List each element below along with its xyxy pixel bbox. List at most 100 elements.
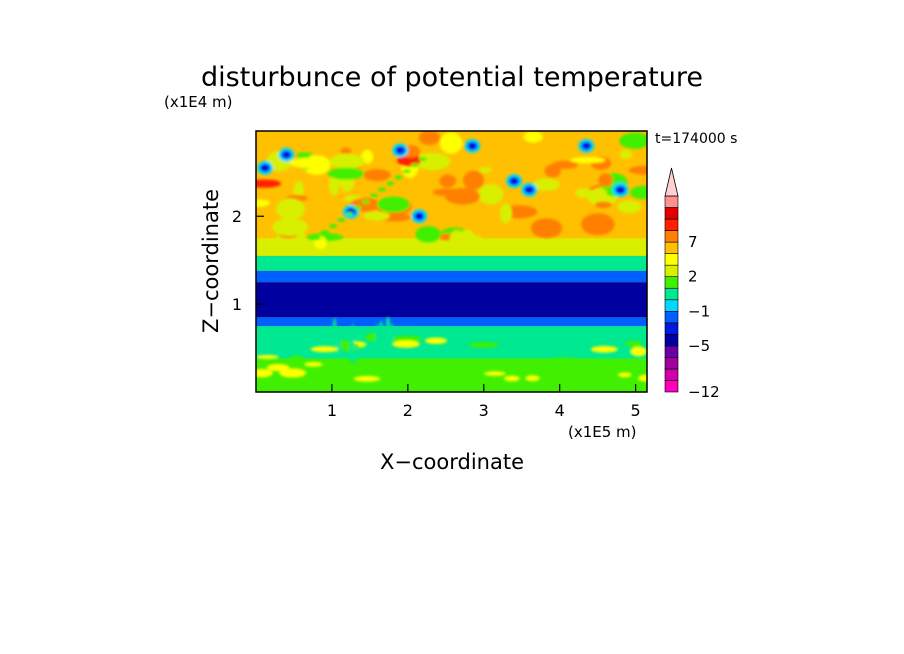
contour-blob <box>467 141 478 150</box>
x-scale-label: (x1E5 m) <box>568 423 637 441</box>
contour-blob <box>395 146 406 155</box>
contour-blob <box>266 363 290 372</box>
colorbar-box <box>664 299 679 312</box>
contour-blob <box>336 335 341 355</box>
contour-blob <box>509 177 520 186</box>
colorbar-tick-label: 2 <box>688 268 698 286</box>
contour-blob <box>391 340 420 348</box>
contour-blob <box>630 185 647 200</box>
contour-band <box>256 282 647 318</box>
contour-band <box>256 326 647 359</box>
contour-blob <box>415 226 441 243</box>
contour-blob <box>418 131 441 146</box>
contour-blob <box>289 355 304 363</box>
chart-title: disturbunce of potential temperature <box>201 62 703 93</box>
contour-blob <box>619 149 633 160</box>
contour-blob <box>439 174 457 188</box>
colorbar-box <box>664 357 679 370</box>
colorbar-tick-label: −12 <box>688 383 720 401</box>
contour-blob <box>533 178 561 191</box>
y-axis-label: Z−coordinate <box>199 189 223 333</box>
contour-blob <box>432 188 461 197</box>
contour-blob <box>345 211 354 216</box>
contour-blob <box>523 131 543 143</box>
contour-blob <box>353 375 381 382</box>
contour-blob <box>304 362 323 367</box>
contour-blob <box>419 157 428 162</box>
contour-blob <box>436 373 463 382</box>
contour-blob <box>392 335 422 343</box>
contour-blob <box>256 199 270 207</box>
contour-blob <box>460 229 475 244</box>
colorbar-box <box>664 368 679 381</box>
contour-blob <box>327 167 365 180</box>
contour-blob <box>385 316 390 331</box>
contour-blob <box>628 165 647 175</box>
contour-blob <box>499 203 513 224</box>
contour-blob <box>256 368 273 378</box>
contour-blob <box>260 163 271 172</box>
contour-blob <box>478 167 492 174</box>
contour-blob <box>353 205 362 210</box>
colorbar-tick-label: −5 <box>688 337 710 355</box>
contour-band <box>256 317 647 327</box>
x-axis-label: X−coordinate <box>380 450 524 474</box>
contour-blob <box>396 372 414 377</box>
contour-blob <box>504 375 520 382</box>
contour-blob <box>353 345 358 364</box>
contour-blob <box>378 187 387 192</box>
colorbar-box <box>664 264 679 278</box>
contour-blob <box>312 236 321 241</box>
colorbar-box <box>664 345 679 358</box>
contour-blob <box>425 337 448 345</box>
contour-blob <box>272 218 308 237</box>
contour-blob <box>340 147 352 156</box>
contour-blob <box>386 181 395 186</box>
colorbar-box <box>664 380 679 393</box>
y-tick-label: 1 <box>232 295 242 314</box>
contour-plot-area <box>256 131 647 392</box>
contour-blobs <box>256 131 647 382</box>
contour-blob <box>350 324 355 346</box>
contour-blob <box>625 340 642 347</box>
contour-blob <box>569 156 606 164</box>
x-tick-label: 3 <box>479 401 489 420</box>
contour-blob <box>369 193 378 198</box>
contour-blob <box>379 320 384 345</box>
contour-blob <box>638 374 647 382</box>
contour-blob <box>598 173 613 188</box>
contour-blob <box>551 160 579 169</box>
contour-band <box>256 381 647 392</box>
x-axis: 1 2 3 4 5 <box>327 384 641 420</box>
contour-blob <box>617 372 632 378</box>
time-label: t=174000 s <box>655 131 737 147</box>
contour-blob <box>619 132 647 149</box>
colorbar-tick-label: −1 <box>688 302 710 320</box>
contour-blob <box>289 157 327 169</box>
contour-blob <box>279 368 307 378</box>
colorbar-box <box>664 334 679 347</box>
y-axis: 12 <box>232 207 264 314</box>
contour-blob <box>256 179 282 188</box>
contour-blob <box>281 150 292 159</box>
contour-blob <box>594 201 612 209</box>
contour-blob <box>479 360 494 367</box>
contour-blob <box>468 342 499 348</box>
colorbar-box <box>664 253 679 266</box>
contour-blob <box>406 361 428 369</box>
contour-band <box>256 255 647 271</box>
contour-blob <box>478 184 504 205</box>
colorbar-box <box>664 322 679 335</box>
contour-blob <box>363 211 390 221</box>
colorbar-box <box>664 241 679 254</box>
contour-blob <box>394 175 403 180</box>
colorbar-box <box>664 230 679 243</box>
contour-blob <box>377 196 410 213</box>
contour-blob <box>614 361 640 370</box>
x-tick-label: 5 <box>631 401 641 420</box>
contour-blob <box>276 198 305 220</box>
contour-blob <box>389 323 394 341</box>
contour-blob <box>414 212 425 221</box>
colorbar-tick-label: 7 <box>688 233 698 251</box>
contour-blob <box>581 213 615 236</box>
